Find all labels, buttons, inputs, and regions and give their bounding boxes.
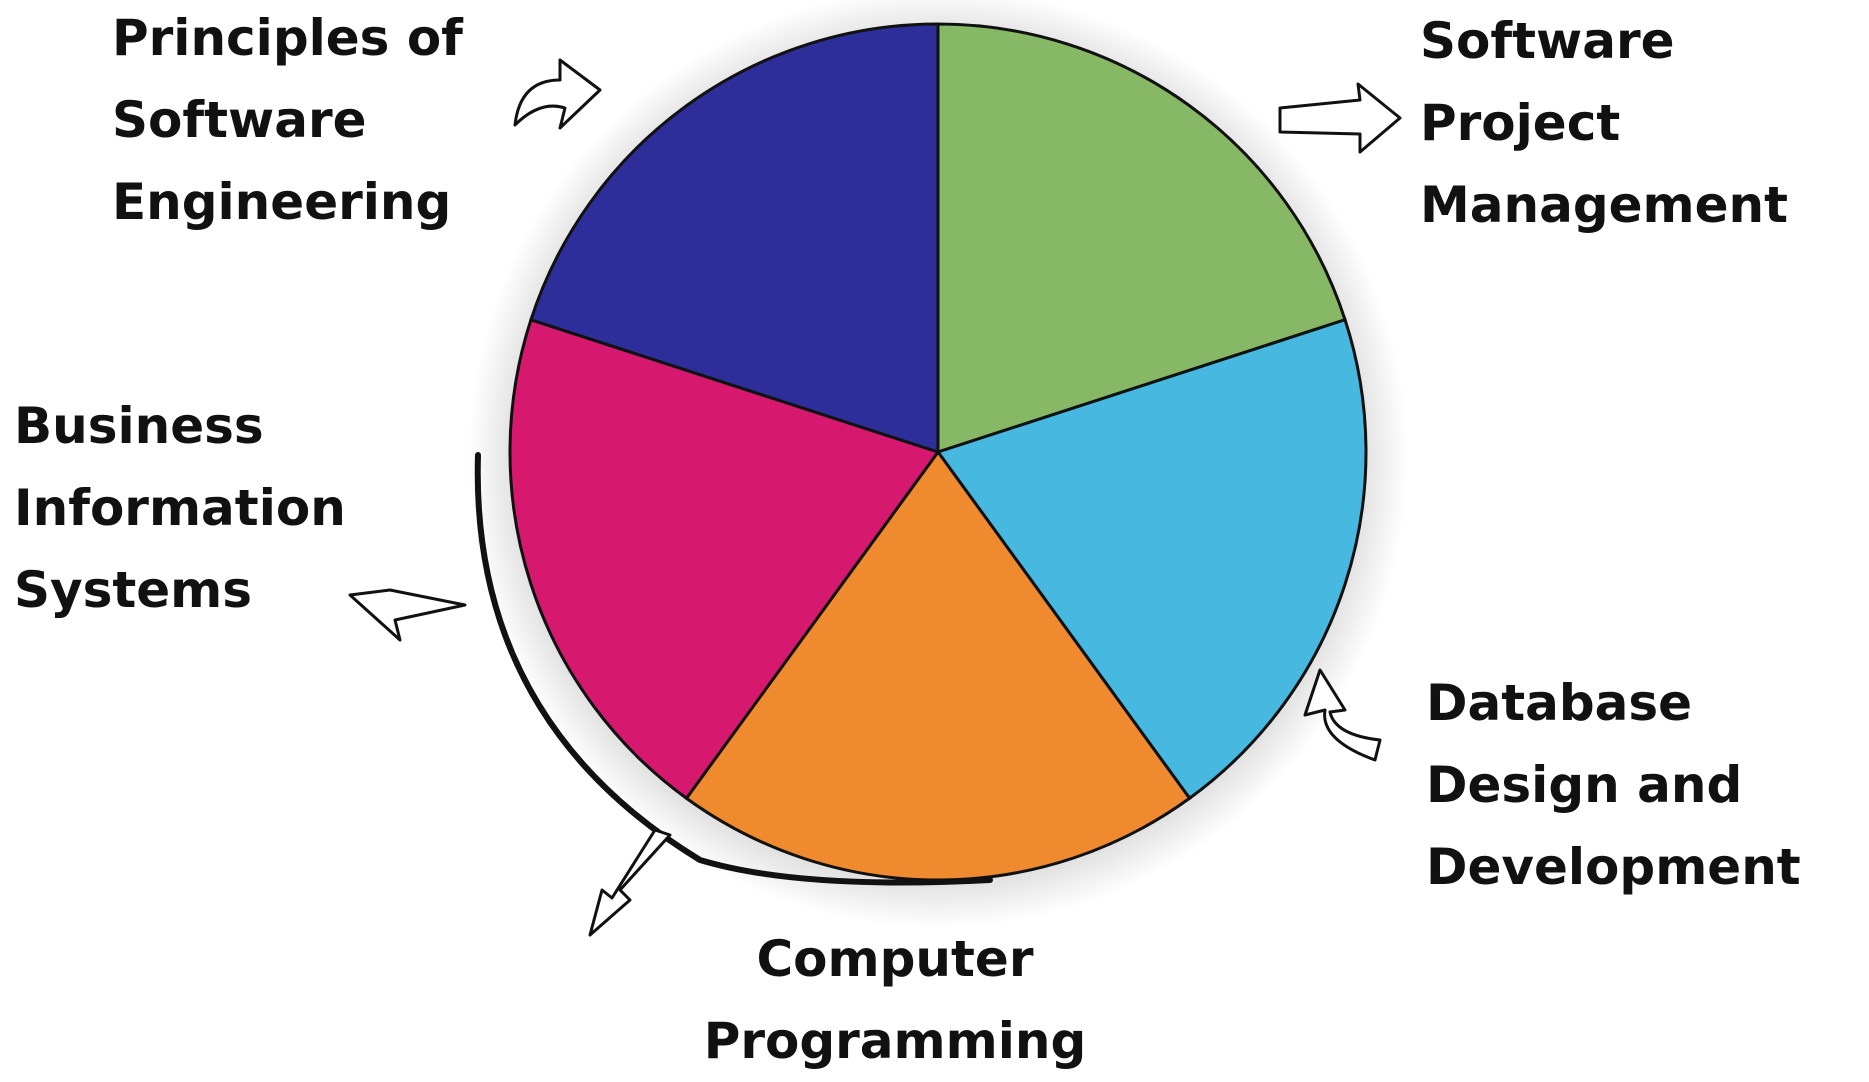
slice-label: Database Design and Development xyxy=(1426,662,1866,908)
slice-label: Business Information Systems xyxy=(14,385,434,631)
slice-label: Software Project Management xyxy=(1420,0,1860,246)
arrow xyxy=(590,830,670,935)
slice-label: Principles of Software Engineering xyxy=(112,0,532,243)
arrow xyxy=(1280,84,1400,152)
chart: Software Project Management Database Des… xyxy=(0,0,1869,1066)
slice-label: Computer Programming xyxy=(660,918,1130,1082)
